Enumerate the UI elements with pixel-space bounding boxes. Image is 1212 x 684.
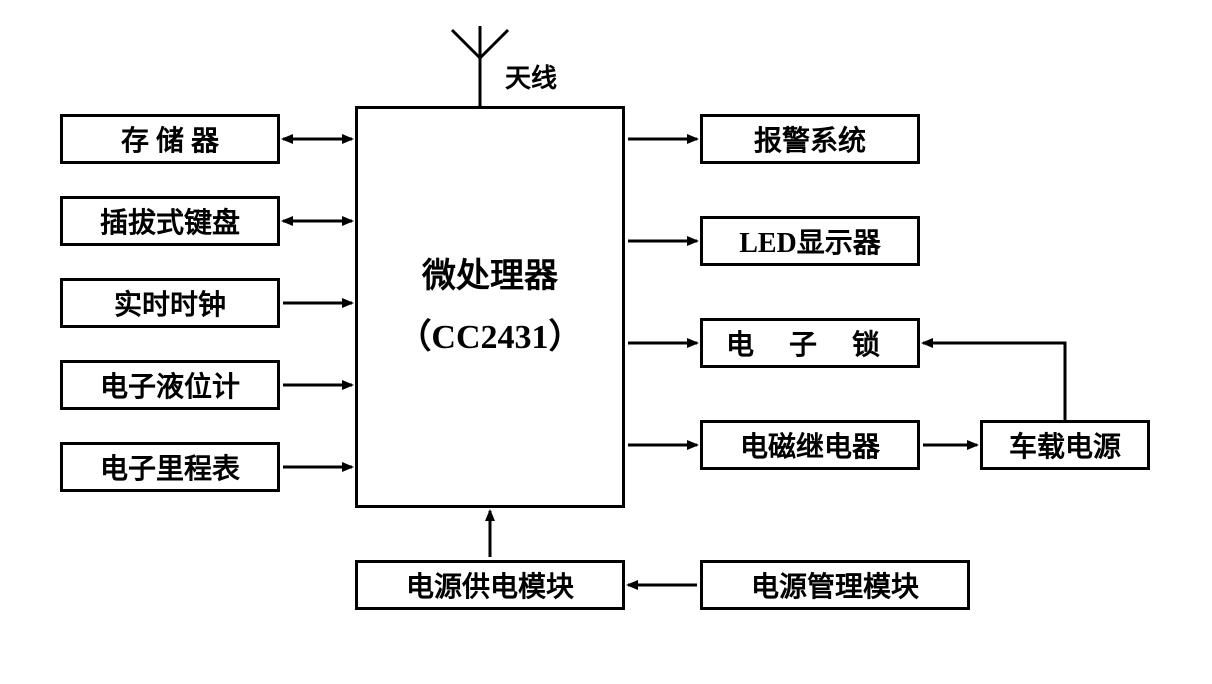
elock-box: 电 子 锁 [700, 318, 920, 368]
keyboard-box: 插拔式键盘 [60, 196, 280, 246]
led-label: LED显示器 [739, 221, 881, 261]
carpower-label: 车载电源 [1009, 425, 1121, 465]
alarm-box: 报警系统 [700, 114, 920, 164]
memory-box: 存 储 器 [60, 114, 280, 164]
microprocessor-block: 微处理器 （CC2431） [355, 106, 625, 508]
center-line2: （CC2431） [397, 307, 582, 368]
antenna-label: 天线 [505, 58, 557, 95]
psupply-label: 电源供电模块 [406, 565, 574, 605]
psupply-box: 电源供电模块 [355, 560, 625, 610]
pmanage-label: 电源管理模块 [751, 565, 919, 605]
level-label: 电子液位计 [100, 365, 240, 405]
center-line1: 微处理器 [422, 246, 558, 307]
pmanage-box: 电源管理模块 [700, 560, 970, 610]
arrow-carpower-elock [923, 343, 1065, 420]
elock-label: 电 子 锁 [726, 323, 894, 363]
memory-label: 存 储 器 [121, 119, 219, 159]
antenna-icon [452, 26, 508, 106]
odometer-label: 电子里程表 [100, 447, 240, 487]
relay-box: 电磁继电器 [700, 420, 920, 470]
led-box: LED显示器 [700, 216, 920, 266]
rtc-label: 实时时钟 [114, 283, 226, 323]
carpower-box: 车载电源 [980, 420, 1150, 470]
relay-label: 电磁继电器 [740, 425, 880, 465]
keyboard-label: 插拔式键盘 [100, 201, 240, 241]
rtc-box: 实时时钟 [60, 278, 280, 328]
level-box: 电子液位计 [60, 360, 280, 410]
alarm-label: 报警系统 [754, 119, 866, 159]
odometer-box: 电子里程表 [60, 442, 280, 492]
